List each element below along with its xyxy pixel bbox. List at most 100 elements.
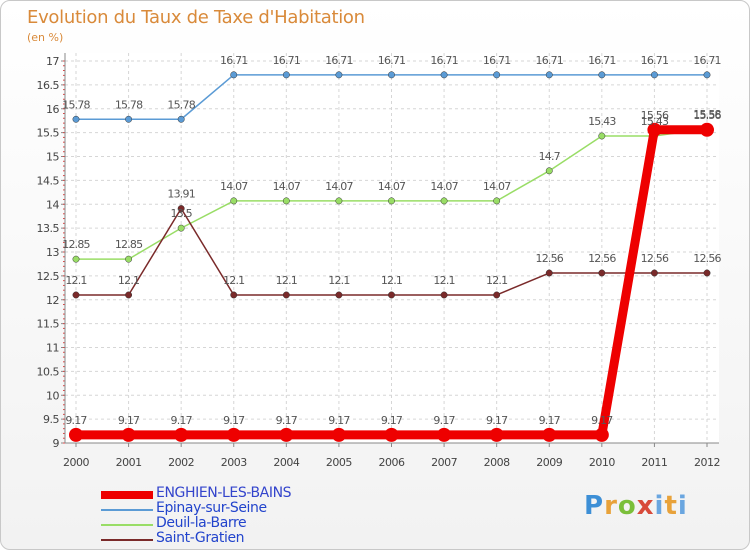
data-label: 15.56 <box>693 109 721 122</box>
data-label: 16.71 <box>588 54 616 67</box>
data-label: 15.43 <box>588 115 616 128</box>
data-label: 12.85 <box>62 238 90 251</box>
legend-label: Epinay-sur-Seine <box>156 500 267 516</box>
data-point <box>230 197 238 205</box>
data-point <box>598 269 606 277</box>
y-tick-label: 12.5 <box>37 270 60 283</box>
data-label: 9.17 <box>171 414 193 427</box>
data-label: 15.78 <box>62 98 90 111</box>
data-label: 9.17 <box>433 414 455 427</box>
data-label: 16.71 <box>325 54 353 67</box>
x-tick-label: 2004 <box>273 456 299 469</box>
data-label: 16.71 <box>693 54 721 67</box>
data-point <box>335 71 343 79</box>
data-point <box>125 115 133 123</box>
data-point <box>545 71 553 79</box>
legend-label: Deuil-la-Barre <box>156 515 247 531</box>
data-point <box>388 71 395 79</box>
data-label: 15.56 <box>641 109 669 122</box>
y-tick-label: 14.5 <box>37 174 60 187</box>
logo-letter: i <box>654 491 665 521</box>
data-label: 12.1 <box>486 274 507 287</box>
data-point <box>72 255 80 263</box>
data-label: 16.71 <box>536 54 564 67</box>
data-label: 16.71 <box>220 54 248 67</box>
y-tick-label: 16.5 <box>37 79 60 92</box>
data-label: 14.7 <box>539 150 561 163</box>
data-label: 12.85 <box>115 238 143 251</box>
data-point <box>437 427 452 442</box>
data-label: 12.56 <box>536 252 564 265</box>
x-tick-label: 2005 <box>326 456 352 469</box>
data-label: 14.07 <box>430 180 458 193</box>
data-label: 9.17 <box>328 414 350 427</box>
x-tick-label: 2002 <box>168 456 194 469</box>
data-point <box>121 427 136 442</box>
logo-letter: i <box>677 491 688 521</box>
data-point <box>594 427 609 442</box>
chart-title: Evolution du Taux de Taxe d'Habitation <box>27 7 365 28</box>
x-tick-label: 2001 <box>116 456 142 469</box>
logo-letter: r <box>604 491 618 521</box>
data-point <box>230 71 238 79</box>
data-point <box>282 71 290 79</box>
data-point <box>177 224 185 232</box>
data-label: 15.78 <box>115 98 143 111</box>
y-tick-label: 14 <box>46 198 59 211</box>
legend-label: ENGHIEN-LES-BAINS <box>156 485 292 501</box>
y-tick-label: 10 <box>46 389 59 402</box>
data-label: 12.56 <box>641 252 669 265</box>
data-point <box>703 269 711 277</box>
data-label: 13.91 <box>167 188 195 201</box>
legend-swatch <box>101 491 153 499</box>
data-point <box>700 122 714 137</box>
x-tick-label: 2011 <box>641 456 667 469</box>
data-point <box>226 427 241 442</box>
data-point <box>331 427 346 442</box>
data-label: 12.1 <box>276 274 297 287</box>
data-point <box>69 427 83 442</box>
data-label: 14.07 <box>220 180 248 193</box>
data-point <box>279 427 294 442</box>
data-label: 9.17 <box>539 414 561 427</box>
data-label: 14.07 <box>483 180 511 193</box>
data-point <box>545 269 553 277</box>
data-point <box>489 427 504 442</box>
data-point <box>282 291 290 299</box>
data-point <box>493 71 501 79</box>
data-label: 9.17 <box>591 414 613 427</box>
data-label: 16.71 <box>378 54 406 67</box>
x-tick-label: 2009 <box>536 456 562 469</box>
data-point <box>125 255 133 263</box>
legend-swatch <box>101 539 153 541</box>
x-tick-label: 2006 <box>379 456 405 469</box>
legend-label: Saint-Gratien <box>156 530 245 546</box>
data-point <box>440 197 448 205</box>
data-point <box>177 115 185 123</box>
data-label: 12.1 <box>118 274 139 287</box>
data-point <box>282 197 290 205</box>
data-label: 15.58 <box>693 108 721 121</box>
data-label: 12.1 <box>433 274 454 287</box>
data-point <box>647 122 662 137</box>
data-label: 14.07 <box>325 180 353 193</box>
data-point <box>388 291 395 299</box>
data-label: 16.71 <box>430 54 458 67</box>
data-point <box>542 427 557 442</box>
y-tick-label: 9.5 <box>43 413 59 426</box>
data-point <box>493 291 501 299</box>
y-tick-label: 17 <box>46 55 59 68</box>
x-tick-label: 2007 <box>431 456 457 469</box>
x-tick-label: 2012 <box>694 456 720 469</box>
logo-letter: x <box>636 491 655 521</box>
data-label: 9.17 <box>65 414 87 427</box>
data-point <box>125 291 133 299</box>
data-label: 15.43 <box>641 115 669 128</box>
legend-swatch <box>101 524 153 526</box>
data-label: 16.71 <box>483 54 511 67</box>
y-tick-label: 9 <box>53 437 60 450</box>
data-point <box>174 427 189 442</box>
data-point <box>335 197 343 205</box>
y-tick-label: 13.5 <box>37 222 60 235</box>
